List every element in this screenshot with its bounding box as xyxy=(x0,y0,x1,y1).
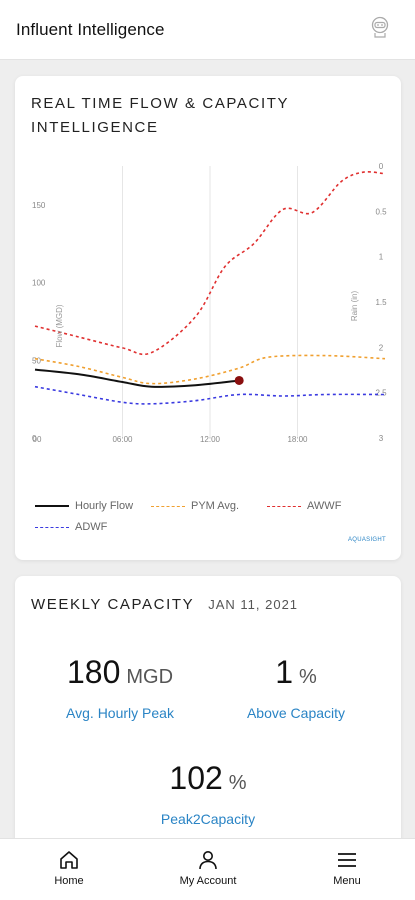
stat-value: 1 xyxy=(275,654,293,690)
current-value-marker xyxy=(234,375,244,385)
flow-chart: 00 06:00 12:00 18:0005010015000.511.522.53 … xyxy=(32,162,387,543)
stat-value-row: 1 % xyxy=(221,654,371,691)
y-tick-label: 0 xyxy=(32,434,37,443)
legend-swatch xyxy=(151,505,185,507)
stat-avg-hourly-peak: 180 MGD Avg. Hourly Peak xyxy=(45,654,195,721)
y2-tick-label: 0 xyxy=(379,162,384,171)
weekly-capacity-card: WEEKLY CAPACITY JAN 11, 2021 180 MGD Avg… xyxy=(15,576,401,876)
legend-label: Hourly Flow xyxy=(75,500,134,512)
y2-tick-label: 2.5 xyxy=(375,389,387,398)
stat-label[interactable]: Peak2Capacity xyxy=(160,811,256,827)
home-icon xyxy=(60,851,78,869)
y2-tick-label: 1 xyxy=(379,253,384,262)
stat-value: 102 xyxy=(169,760,223,796)
nav-menu[interactable]: Menu xyxy=(292,849,402,887)
nav-label: Menu xyxy=(333,875,361,887)
nav-label: Home xyxy=(54,875,84,887)
stat-value-row: 180 MGD xyxy=(45,654,195,691)
series-line-hourly-flow xyxy=(34,368,240,388)
stat-value-row: 102 % xyxy=(133,760,283,797)
chart-legend: Hourly Flow PYM Avg. AWWF ADWF xyxy=(35,494,385,544)
user-icon xyxy=(199,851,217,870)
legend-item-pym-avg[interactable]: PYM Avg. xyxy=(151,500,239,512)
y2-tick-label: 2 xyxy=(379,343,384,352)
y2-axis-label: Rain (in) xyxy=(350,291,359,322)
stat-label[interactable]: Avg. Hourly Peak xyxy=(66,705,174,721)
y-tick-label: 150 xyxy=(32,201,46,210)
x-tick-label: 18:00 xyxy=(287,435,308,444)
app-title: Influent Intelligence xyxy=(16,19,165,39)
y2-tick-label: 1.5 xyxy=(375,298,387,307)
legend-item-hourly-flow[interactable]: Hourly Flow xyxy=(35,500,133,512)
legend-swatch xyxy=(267,505,301,507)
stat-unit: % xyxy=(299,666,317,688)
y2-tick-label: 0.5 xyxy=(375,207,387,216)
legend-swatch xyxy=(35,505,69,507)
menu-icon xyxy=(338,853,356,867)
stat-value: 180 xyxy=(66,654,121,690)
flow-capacity-card: REAL TIME FLOW & CAPACITY INTELLIGENCE 0… xyxy=(15,76,401,560)
legend-label: ADWF xyxy=(75,521,108,533)
y-tick-label: 100 xyxy=(32,279,46,288)
y-axis-label: Flow (MGD) xyxy=(55,304,64,347)
y2-tick-label: 3 xyxy=(379,434,384,443)
flow-card-title: REAL TIME FLOW & CAPACITY INTELLIGENCE xyxy=(31,95,289,136)
legend-swatch xyxy=(35,526,69,528)
app-header: Influent Intelligence xyxy=(0,0,415,60)
x-tick-label: 00 xyxy=(33,435,42,444)
stat-label[interactable]: Above Capacity xyxy=(246,705,346,721)
chart-watermark: AQUASIGHT xyxy=(348,537,386,543)
series-line-awwf xyxy=(34,171,386,356)
nav-label: My Account xyxy=(179,875,237,887)
stat-above-capacity: 1 % Above Capacity xyxy=(221,654,371,721)
x-tick-label: 06:00 xyxy=(112,435,133,444)
legend-item-awwf[interactable]: AWWF xyxy=(267,500,341,512)
legend-label: AWWF xyxy=(307,500,342,512)
series-line-pym-avg xyxy=(34,354,386,385)
stat-unit: MGD xyxy=(126,666,174,688)
weekly-date: JAN 11, 2021 xyxy=(208,597,299,612)
legend-label: PYM Avg. xyxy=(191,500,240,512)
y-tick-label: 50 xyxy=(32,356,41,365)
weekly-header: WEEKLY CAPACITY JAN 11, 2021 xyxy=(31,596,298,613)
legend-item-adwf[interactable]: ADWF xyxy=(35,521,107,533)
stat-unit: % xyxy=(228,772,247,794)
x-tick-label: 12:00 xyxy=(200,435,221,444)
weekly-title: WEEKLY CAPACITY xyxy=(31,596,195,613)
nav-my-account[interactable]: My Account xyxy=(153,849,263,887)
stat-peak2capacity: 102 % Peak2Capacity xyxy=(133,760,283,827)
nav-home[interactable]: Home xyxy=(14,849,124,887)
robot-avatar-icon[interactable] xyxy=(369,16,391,40)
bottom-nav: Home My Account Menu xyxy=(0,838,415,900)
